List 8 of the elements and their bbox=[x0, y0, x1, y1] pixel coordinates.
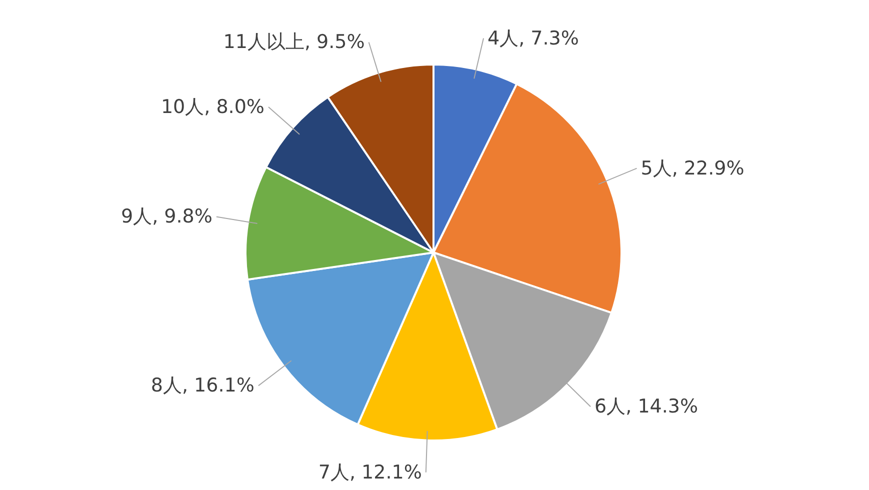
slice-label: 8人, 16.1% bbox=[150, 374, 254, 397]
slice-label: 5人, 22.9% bbox=[640, 157, 744, 180]
slice-label: 11人以上, 9.5% bbox=[223, 31, 365, 54]
slice-label: 10人, 8.0% bbox=[160, 96, 264, 118]
slice-label: 4人, 7.3% bbox=[488, 27, 579, 50]
slice-label: 6人, 14.3% bbox=[594, 396, 698, 418]
slice-label: 9人, 9.8% bbox=[120, 206, 212, 228]
slice-label: 7人, 12.1% bbox=[318, 461, 422, 484]
